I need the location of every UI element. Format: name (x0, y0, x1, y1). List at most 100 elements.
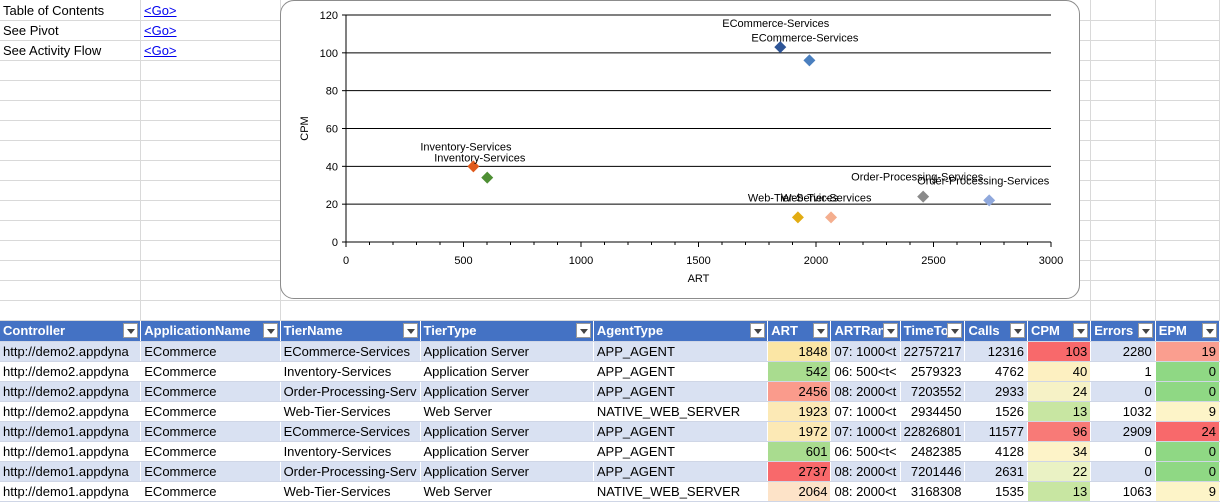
table-cell[interactable]: http://demo2.appdyna (0, 401, 142, 422)
table-cell[interactable]: APP_AGENT (593, 361, 769, 382)
filter-dropdown-icon[interactable] (813, 323, 829, 338)
table-cell[interactable]: Application Server (420, 441, 594, 462)
table-cell[interactable]: 08: 2000<t (830, 481, 901, 502)
table-cell[interactable]: 4762 (964, 361, 1028, 382)
table-cell[interactable]: ECommerce (140, 361, 281, 382)
table-cell[interactable]: ECommerce (140, 421, 281, 442)
table-cell[interactable]: 24 (1155, 421, 1220, 442)
table-cell[interactable]: NATIVE_WEB_SERVER (593, 481, 769, 502)
table-cell[interactable]: 0 (1155, 361, 1220, 382)
table-cell[interactable]: 96 (1027, 421, 1092, 442)
filter-dropdown-icon[interactable] (575, 323, 591, 338)
table-row[interactable]: http://demo1.appdyna ECommerce Inventory-S… (0, 441, 1220, 462)
table-cell[interactable]: 07: 1000<t (830, 401, 901, 422)
table-cell[interactable]: Application Server (420, 421, 594, 442)
table-cell[interactable]: 34 (1027, 441, 1092, 462)
table-cell[interactable]: 13 (1027, 401, 1092, 422)
table-cell[interactable]: 19 (1155, 341, 1220, 362)
table-cell[interactable]: 13 (1027, 481, 1092, 502)
filter-dropdown-icon[interactable] (750, 323, 766, 338)
table-cell[interactable]: 2280 (1090, 341, 1156, 362)
table-cell[interactable]: Web-Tier-Services (280, 481, 421, 502)
table-cell[interactable]: http://demo1.appdyna (0, 481, 142, 502)
filter-dropdown-icon[interactable] (1073, 323, 1089, 338)
table-cell[interactable]: 0 (1090, 441, 1156, 462)
table-row[interactable]: http://demo1.appdyna ECommerce Order-Proce… (0, 461, 1220, 482)
table-cell[interactable]: APP_AGENT (593, 421, 769, 442)
pivot-go-link[interactable]: <Go> (144, 23, 177, 38)
table-cell[interactable]: 9 (1155, 401, 1220, 422)
table-cell[interactable]: 7201446 (900, 461, 966, 482)
table-cell[interactable]: NATIVE_WEB_SERVER (593, 401, 769, 422)
table-cell[interactable]: 1848 (767, 341, 832, 362)
table-cell[interactable]: 3168308 (900, 481, 966, 502)
table-cell[interactable]: 0 (1090, 461, 1156, 482)
table-cell[interactable]: 1 (1090, 361, 1156, 382)
filter-dropdown-icon[interactable] (402, 323, 418, 338)
table-cell[interactable]: Order-Processing-Serv (280, 461, 421, 482)
table-cell[interactable]: 12316 (964, 341, 1028, 362)
table-cell[interactable]: Inventory-Services (280, 441, 421, 462)
table-cell[interactable]: http://demo1.appdyna (0, 421, 142, 442)
table-cell[interactable]: 1923 (767, 401, 832, 422)
table-cell[interactable]: 1972 (767, 421, 832, 442)
table-cell[interactable]: Application Server (420, 461, 594, 482)
table-cell[interactable]: 08: 2000<t (830, 461, 901, 482)
table-cell[interactable]: 2456 (767, 381, 832, 402)
table-cell[interactable]: 08: 2000<t (830, 381, 901, 402)
table-cell[interactable]: 2934450 (900, 401, 966, 422)
table-row[interactable]: http://demo2.appdyna ECommerce Web-Tier-Se… (0, 401, 1220, 422)
filter-dropdown-icon[interactable] (1202, 323, 1217, 338)
table-cell[interactable]: APP_AGENT (593, 381, 769, 402)
table-row[interactable]: http://demo2.appdyna ECommerce Inventory-S… (0, 361, 1220, 382)
table-cell[interactable]: 1063 (1090, 481, 1156, 502)
table-cell[interactable]: Application Server (420, 361, 594, 382)
table-cell[interactable]: 2737 (767, 461, 832, 482)
table-cell[interactable]: 07: 1000<t (830, 341, 901, 362)
table-cell[interactable]: http://demo1.appdyna (0, 441, 142, 462)
filter-dropdown-icon[interactable] (123, 323, 139, 338)
table-cell[interactable]: ECommerce-Services (280, 341, 421, 362)
filter-dropdown-icon[interactable] (262, 323, 278, 338)
table-cell[interactable]: http://demo1.appdyna (0, 461, 142, 482)
table-cell[interactable]: 2909 (1090, 421, 1156, 442)
table-cell[interactable]: 0 (1155, 461, 1220, 482)
table-cell[interactable]: APP_AGENT (593, 341, 769, 362)
table-cell[interactable]: Order-Processing-Serv (280, 381, 421, 402)
table-cell[interactable]: Inventory-Services (280, 361, 421, 382)
table-cell[interactable]: ECommerce (140, 441, 281, 462)
table-cell[interactable]: Application Server (420, 341, 594, 362)
table-cell[interactable]: ECommerce (140, 381, 281, 402)
filter-dropdown-icon[interactable] (882, 323, 898, 338)
table-cell[interactable]: Application Server (420, 381, 594, 402)
table-cell[interactable]: 7203552 (900, 381, 966, 402)
table-row[interactable]: http://demo1.appdyna ECommerce ECommerce-S… (0, 421, 1220, 442)
table-cell[interactable]: 06: 500<t< (830, 441, 901, 462)
table-cell[interactable]: 1032 (1090, 401, 1156, 422)
table-cell[interactable]: APP_AGENT (593, 441, 769, 462)
table-cell[interactable]: ECommerce-Services (280, 421, 421, 442)
table-cell[interactable]: 601 (767, 441, 832, 462)
table-cell[interactable]: 1526 (964, 401, 1028, 422)
table-cell[interactable]: 2579323 (900, 361, 966, 382)
table-cell[interactable]: 0 (1155, 441, 1220, 462)
table-cell[interactable]: ECommerce (140, 401, 281, 422)
table-cell[interactable]: Web Server (420, 401, 594, 422)
table-cell[interactable]: Web-Tier-Services (280, 401, 421, 422)
scatter-chart[interactable]: 0 20 40 60 80 100 120 0 500 1000 1500 2000 2500 3000 A… (280, 0, 1080, 299)
table-cell[interactable]: ECommerce (140, 341, 281, 362)
table-cell[interactable]: 22757217 (900, 341, 966, 362)
table-cell[interactable]: 22 (1027, 461, 1092, 482)
toc-go-link[interactable]: <Go> (144, 3, 177, 18)
table-cell[interactable]: APP_AGENT (593, 461, 769, 482)
table-cell[interactable]: 06: 500<t< (830, 361, 901, 382)
filter-dropdown-icon[interactable] (1009, 323, 1025, 338)
table-cell[interactable]: 4128 (964, 441, 1028, 462)
filter-dropdown-icon[interactable] (1137, 323, 1153, 338)
table-cell[interactable]: 11577 (964, 421, 1028, 442)
table-cell[interactable]: 1535 (964, 481, 1028, 502)
table-cell[interactable]: http://demo2.appdyna (0, 381, 142, 402)
activity-flow-go-link[interactable]: <Go> (144, 43, 177, 58)
table-cell[interactable]: 40 (1027, 361, 1092, 382)
